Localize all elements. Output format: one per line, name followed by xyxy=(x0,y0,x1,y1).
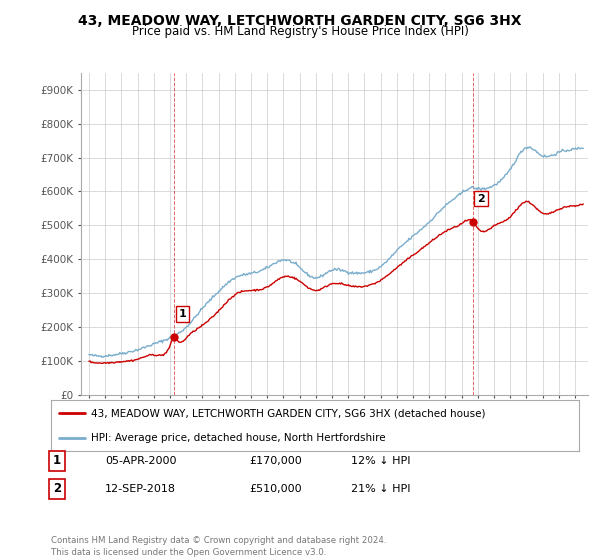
Text: 43, MEADOW WAY, LETCHWORTH GARDEN CITY, SG6 3HX: 43, MEADOW WAY, LETCHWORTH GARDEN CITY, … xyxy=(78,14,522,28)
Text: 05-APR-2000: 05-APR-2000 xyxy=(105,456,176,466)
Text: 12% ↓ HPI: 12% ↓ HPI xyxy=(351,456,410,466)
Text: HPI: Average price, detached house, North Hertfordshire: HPI: Average price, detached house, Nort… xyxy=(91,433,385,443)
Text: £510,000: £510,000 xyxy=(249,484,302,494)
Text: 12-SEP-2018: 12-SEP-2018 xyxy=(105,484,176,494)
Text: 2: 2 xyxy=(477,194,485,204)
Text: Contains HM Land Registry data © Crown copyright and database right 2024.
This d: Contains HM Land Registry data © Crown c… xyxy=(51,536,386,557)
Text: Price paid vs. HM Land Registry's House Price Index (HPI): Price paid vs. HM Land Registry's House … xyxy=(131,25,469,38)
Text: £170,000: £170,000 xyxy=(249,456,302,466)
Text: 1: 1 xyxy=(53,454,61,468)
Text: 2: 2 xyxy=(53,482,61,496)
Text: 1: 1 xyxy=(179,309,187,319)
Text: 21% ↓ HPI: 21% ↓ HPI xyxy=(351,484,410,494)
Text: 43, MEADOW WAY, LETCHWORTH GARDEN CITY, SG6 3HX (detached house): 43, MEADOW WAY, LETCHWORTH GARDEN CITY, … xyxy=(91,408,485,418)
